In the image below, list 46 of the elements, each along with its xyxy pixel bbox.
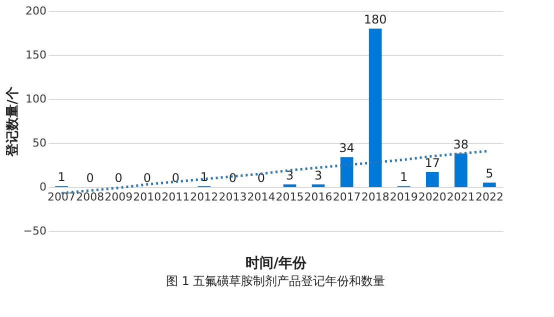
y-tick-label: 50 (32, 136, 46, 150)
x-tick-label: 2019 (390, 190, 418, 204)
y-axis-title: 登记数量/个 (5, 86, 20, 158)
x-tick-label: 2010 (133, 190, 162, 204)
bar (283, 184, 296, 187)
data-label: 34 (339, 141, 354, 156)
y-tick-label: 150 (26, 48, 46, 62)
data-label: 1 (400, 170, 408, 184)
y-tick-label: 100 (26, 92, 46, 106)
data-label: 3 (314, 168, 322, 182)
x-tick-label: 2014 (247, 190, 276, 204)
data-label: 3 (286, 168, 294, 182)
bar (312, 184, 325, 187)
bar (454, 154, 468, 187)
data-label: 180 (364, 12, 387, 27)
data-label: 0 (86, 171, 94, 185)
x-tick-label: 2016 (304, 190, 332, 204)
data-label: 5 (486, 166, 494, 181)
x-tick-label: 2015 (276, 190, 304, 204)
y-tick-label: 200 (26, 4, 46, 18)
bar (426, 172, 439, 187)
data-label: 0 (143, 171, 151, 185)
x-tick-label: 2020 (418, 190, 446, 204)
data-label: 38 (453, 138, 469, 152)
bar (483, 182, 496, 187)
x-tick-label: 2012 (190, 190, 218, 204)
x-axis-title: 时间/年份 (245, 256, 308, 272)
data-label: 1 (58, 170, 66, 184)
x-tick-label: 2007 (48, 190, 76, 204)
x-tick-label: 2021 (446, 190, 475, 204)
x-tick-label: 2009 (104, 190, 133, 204)
y-tick-label: −50 (23, 224, 46, 238)
data-label: 0 (228, 171, 237, 185)
caption: 图 1 五氟磺草胺制剂产品登记年份和数量 (166, 274, 386, 288)
data-label: 17 (424, 156, 440, 170)
y-tick-label: 0 (40, 180, 46, 194)
x-tick-label: 2018 (361, 190, 390, 204)
bar (340, 157, 354, 187)
x-tick-label: 2008 (76, 190, 104, 204)
bar (368, 28, 382, 187)
data-label: 1 (200, 170, 208, 184)
x-tick-label: 2013 (218, 190, 247, 204)
x-tick-label: 2017 (332, 190, 361, 204)
data-label: 0 (114, 171, 122, 185)
x-tick-label: 2022 (475, 190, 504, 204)
x-tick-label: 2011 (162, 190, 190, 204)
